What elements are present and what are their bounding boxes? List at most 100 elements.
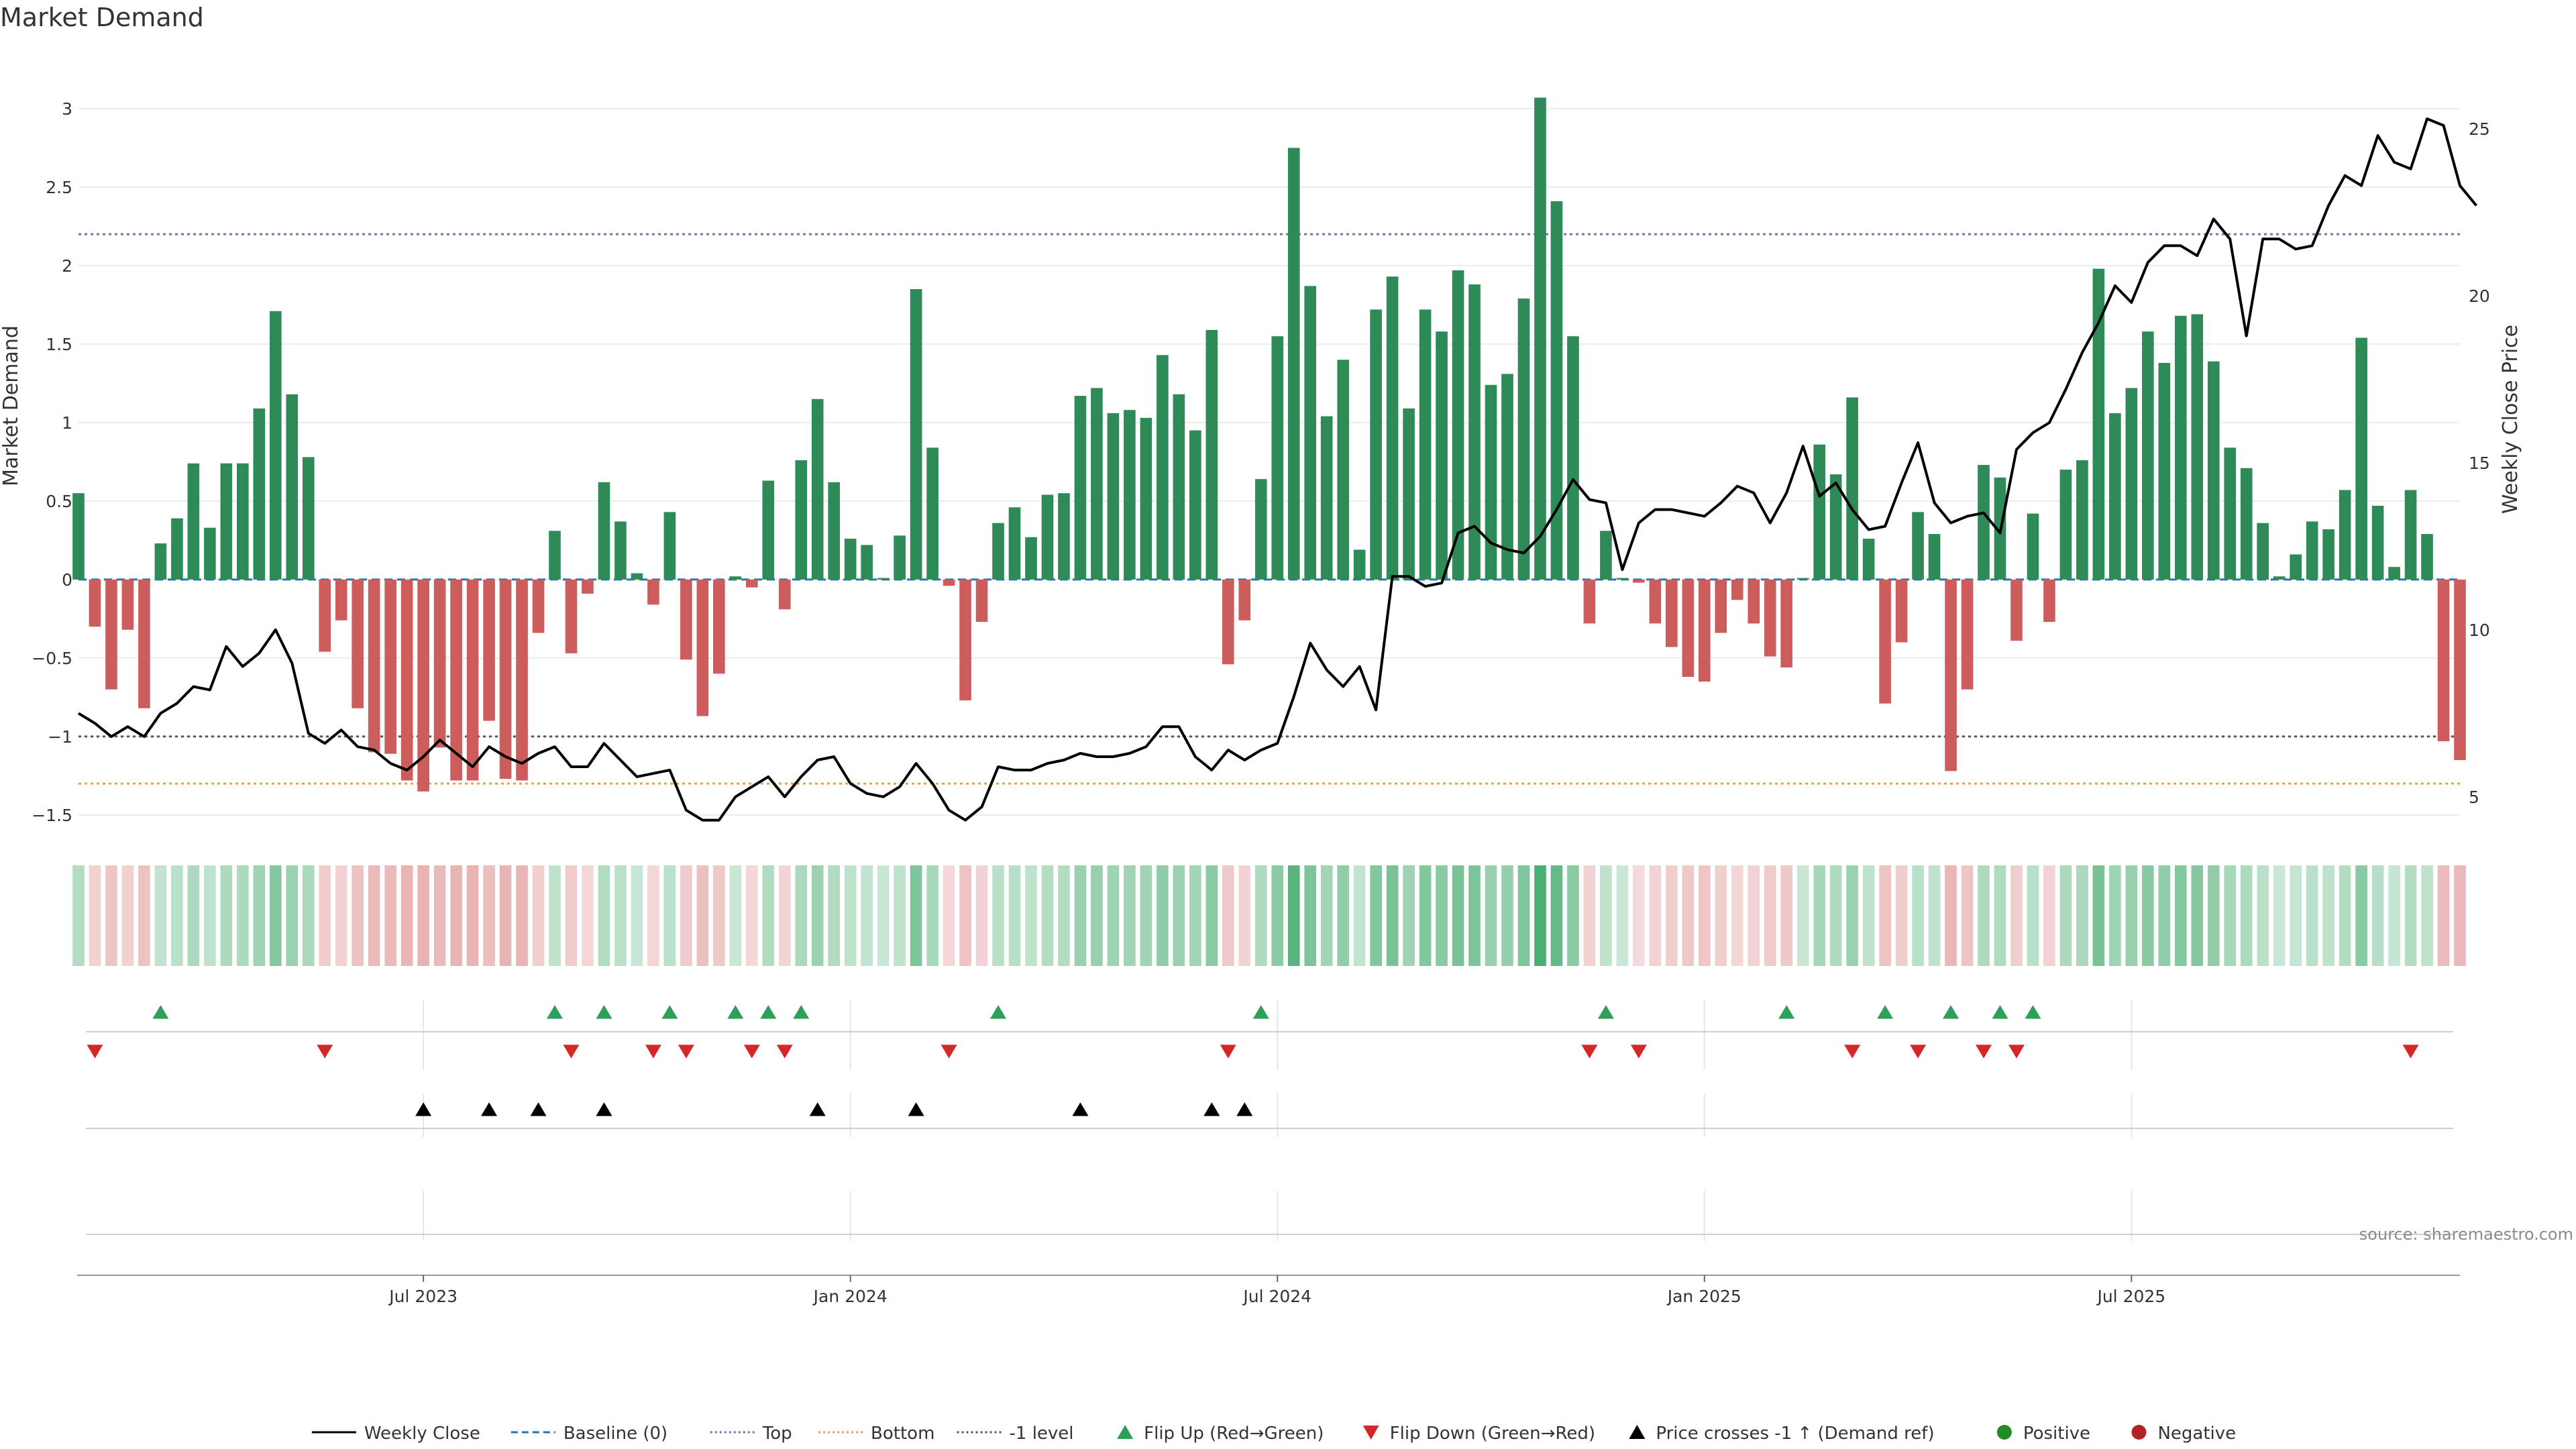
y2-axis-label: Weekly Close Price — [2499, 325, 2522, 514]
demand-bar — [450, 579, 462, 781]
heat-cell — [1337, 865, 1349, 966]
heat-cell — [384, 865, 396, 966]
demand-bar — [2454, 579, 2466, 760]
demand-bar — [89, 579, 101, 627]
heat-cell — [647, 865, 659, 966]
y-tick-label: 0.5 — [46, 492, 72, 511]
heat-cell — [549, 865, 561, 966]
demand-bar — [2109, 413, 2121, 580]
heat-cell — [1731, 865, 1743, 966]
heat-cell — [1879, 865, 1891, 966]
heat-cell — [696, 865, 709, 966]
heat-cell — [1682, 865, 1695, 966]
heat-cell — [121, 865, 134, 966]
demand-bar — [1025, 537, 1037, 580]
heat-cell — [1254, 865, 1267, 966]
demand-bar — [1124, 410, 1136, 580]
heat-cell — [729, 865, 742, 966]
demand-bar — [2240, 468, 2253, 580]
legend-item: -1 level — [957, 1424, 1074, 1444]
demand-bar — [1157, 355, 1169, 580]
heat-cell — [631, 865, 643, 966]
heat-cell — [2339, 865, 2351, 966]
heat-cell — [1436, 865, 1448, 966]
flip-up-marker — [661, 1005, 678, 1019]
heat-cell — [680, 865, 692, 966]
legend-item: Flip Up (Red→Green) — [1117, 1424, 1324, 1444]
flip-down-marker — [317, 1044, 333, 1059]
legend-item: Negative — [2131, 1424, 2236, 1444]
demand-bar — [1107, 413, 1120, 580]
legend-key-dot — [1996, 1425, 2012, 1440]
demand-bar — [975, 579, 988, 623]
demand-bar — [433, 579, 446, 748]
demand-bar — [417, 579, 429, 792]
legend-label: Price crosses -1 ↑ (Demand ref) — [1656, 1424, 1934, 1444]
y-tick-label: 2.5 — [46, 178, 72, 197]
demand-bar — [1567, 336, 1579, 580]
demand-bar — [204, 527, 216, 580]
heat-cell — [2076, 865, 2088, 966]
demand-bar — [1353, 549, 1366, 580]
demand-bar — [138, 579, 150, 708]
x-tick-label: Jul 2023 — [388, 1287, 458, 1306]
demand-bar — [1074, 396, 1087, 580]
demand-bar — [2207, 361, 2220, 580]
demand-bar — [565, 579, 578, 653]
heat-cell — [187, 865, 200, 966]
heat-cell — [1008, 865, 1021, 966]
demand-bar — [1501, 374, 1513, 580]
demand-bar — [1173, 394, 1185, 580]
demand-bar — [795, 460, 808, 580]
legend-label: -1 level — [1010, 1424, 1074, 1444]
heat-cell — [2355, 865, 2367, 966]
heat-cell — [2043, 865, 2055, 966]
heat-cell — [2306, 865, 2318, 966]
heat-cell — [1304, 865, 1317, 966]
heat-cell — [959, 865, 971, 966]
heat-cell — [2437, 865, 2450, 966]
legend-item: Bottom — [818, 1424, 934, 1444]
flip-down-marker — [87, 1044, 103, 1059]
demand-bar — [1320, 416, 1333, 580]
heat-cell — [483, 865, 495, 966]
demand-bar — [1468, 284, 1481, 580]
heat-cell — [253, 865, 266, 966]
price-cross-marker — [908, 1102, 924, 1116]
demand-bar — [1403, 408, 1415, 580]
flip-down-marker — [645, 1044, 661, 1059]
heat-cell — [319, 865, 331, 966]
demand-bar — [1895, 579, 1908, 643]
demand-bar — [1534, 97, 1546, 580]
demand-bar — [1813, 444, 1825, 580]
heat-cell — [926, 865, 938, 966]
demand-bar — [1287, 148, 1300, 580]
demand-bar — [1254, 479, 1267, 580]
x-tick-label: Jan 2025 — [1666, 1287, 1741, 1306]
heat-cell — [1058, 865, 1070, 966]
heat-cell — [1862, 865, 1875, 966]
flip-up-marker — [547, 1005, 563, 1019]
demand-bar — [762, 480, 775, 580]
legend-item: Price crosses -1 ↑ (Demand ref) — [1629, 1424, 1935, 1444]
demand-bar — [2125, 388, 2138, 580]
y-tick-label: 1 — [62, 413, 72, 433]
y-tick-label: 2 — [62, 256, 72, 276]
heat-cell — [2059, 865, 2072, 966]
demand-bar — [1764, 579, 1776, 657]
heat-cell — [1287, 865, 1300, 966]
demand-bar — [1961, 579, 1974, 690]
heat-cell — [1780, 865, 1793, 966]
demand-bar — [1386, 276, 1399, 580]
demand-bar — [2371, 505, 2384, 580]
demand-bar — [1616, 578, 1629, 580]
heat-cell — [1715, 865, 1727, 966]
heat-cell — [368, 865, 380, 966]
heat-cell — [1091, 865, 1103, 966]
heat-cell — [975, 865, 988, 966]
demand-bar — [2306, 521, 2318, 580]
flip-up-marker — [1877, 1005, 1894, 1019]
heat-cell — [2290, 865, 2302, 966]
heat-cell — [992, 865, 1004, 966]
